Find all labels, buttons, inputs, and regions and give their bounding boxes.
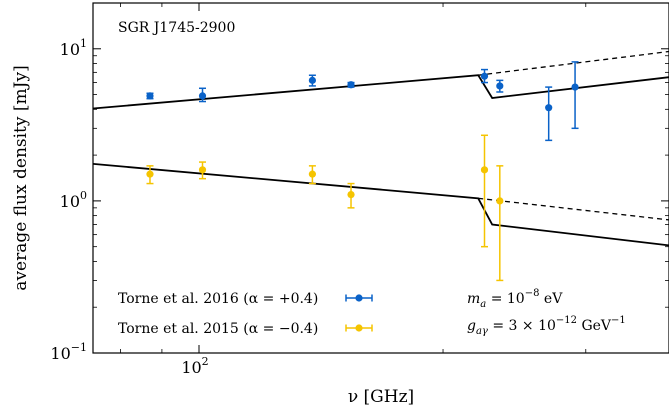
y-tick-labels: 10−1 100 101 xyxy=(50,37,87,363)
y-axis-label: average flux density [mJy] xyxy=(11,65,31,290)
legend-dot xyxy=(355,294,363,302)
legend-marker xyxy=(345,324,373,332)
data-point xyxy=(308,76,316,84)
legend-label: Torne et al. 2015 (α = −0.4) xyxy=(118,321,318,337)
model-annotations: ma = 10−8 eV gaγ = 3 × 10−12 GeV−1 xyxy=(467,288,626,337)
y-tick-label: 101 xyxy=(60,37,87,59)
source-label: SGR J1745-2900 xyxy=(118,20,235,36)
data-point xyxy=(496,82,504,90)
x-tick-label: 102 xyxy=(181,355,208,377)
data-point xyxy=(496,197,504,205)
parameter-annotation: ma = 10−8 eV xyxy=(467,288,563,310)
data-point xyxy=(146,92,154,100)
series-0 xyxy=(146,61,579,142)
data-point xyxy=(347,81,355,89)
major-ticks xyxy=(93,3,669,354)
data-point xyxy=(545,104,553,112)
model-line-solid xyxy=(93,74,669,110)
data-point xyxy=(308,170,316,178)
data-point xyxy=(198,92,207,100)
minor-ticks xyxy=(93,2,669,353)
x-tick-labels: 102 xyxy=(181,355,208,377)
legend-marker xyxy=(345,294,373,302)
series-1 xyxy=(146,134,504,282)
data-point xyxy=(198,166,207,174)
data-points xyxy=(146,61,579,282)
data-point xyxy=(480,72,489,80)
data-point xyxy=(571,83,579,91)
y-tick-label: 10−1 xyxy=(50,341,87,363)
data-point xyxy=(146,170,154,178)
legend: Torne et al. 2016 (α = +0.4) Torne et al.… xyxy=(118,291,373,337)
parameter-annotation: gaγ = 3 × 10−12 GeV−1 xyxy=(467,315,626,337)
legend-label: Torne et al. 2016 (α = +0.4) xyxy=(118,291,318,307)
data-point xyxy=(480,166,489,174)
x-axis-label: ν [GHz] xyxy=(348,387,414,407)
legend-dot xyxy=(355,324,363,332)
y-tick-label: 100 xyxy=(60,189,87,211)
data-point xyxy=(347,190,355,199)
